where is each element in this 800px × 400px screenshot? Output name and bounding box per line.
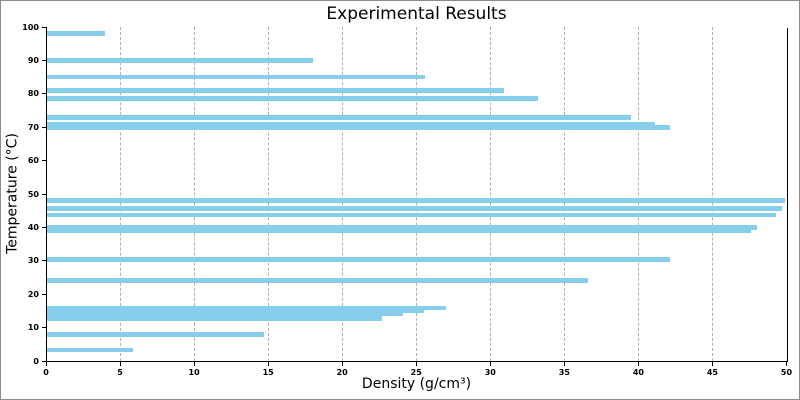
data-bar <box>46 311 403 317</box>
y-tick-label: 30 <box>27 256 39 266</box>
y-tick-label: 90 <box>27 55 39 65</box>
gridline-x-20 <box>342 27 344 361</box>
y-axis-line <box>46 27 48 362</box>
gridline-x-15 <box>268 27 270 361</box>
data-bar <box>46 315 383 321</box>
x-tick-label: 0 <box>43 368 49 377</box>
x-tick-label: 35 <box>558 368 570 377</box>
y-tick-label: 80 <box>27 89 39 99</box>
y-tick-label: 50 <box>27 189 39 199</box>
data-bar <box>46 198 786 203</box>
y-tick-label: 0 <box>33 356 39 366</box>
y-tick-label: 60 <box>27 156 39 166</box>
y-tick-mark <box>41 126 46 128</box>
x-tick-mark <box>45 361 47 366</box>
data-bar <box>46 278 589 283</box>
y-tick-mark <box>41 226 46 229</box>
x-tick-mark <box>193 361 195 366</box>
x-tick-label: 50 <box>780 368 793 377</box>
data-bar <box>46 121 655 127</box>
y-tick-mark <box>41 59 46 62</box>
data-bar <box>46 228 751 234</box>
data-bar <box>46 31 106 36</box>
data-bar <box>46 305 446 311</box>
data-bar <box>46 206 783 211</box>
chart-title: Experimental Results <box>326 4 507 24</box>
gridline-x-40 <box>638 27 640 361</box>
gridline-x-45 <box>712 27 714 361</box>
y-tick-label: 100 <box>22 22 39 32</box>
x-tick-mark <box>786 361 788 366</box>
data-bar <box>46 257 670 262</box>
y-tick-mark <box>41 160 46 162</box>
gridline-x-10 <box>194 27 196 361</box>
x-tick-label: 20 <box>336 368 348 377</box>
y-tick-mark <box>41 26 46 28</box>
gridline-x-5 <box>120 27 122 361</box>
data-bar <box>46 124 670 130</box>
data-bar <box>46 225 757 230</box>
x-tick-label: 10 <box>188 368 200 377</box>
x-tick-mark <box>415 361 417 366</box>
x-tick-mark <box>341 361 343 366</box>
x-tick-mark <box>711 361 714 366</box>
x-tick-label: 45 <box>706 368 718 377</box>
data-bar <box>46 114 631 120</box>
y-tick-label: 20 <box>27 289 39 299</box>
x-tick-mark <box>637 361 640 366</box>
data-bar <box>46 88 504 93</box>
x-tick-mark <box>119 361 121 366</box>
x-tick-mark <box>563 361 566 366</box>
gridline-x-35 <box>564 27 566 361</box>
y-tick-label: 40 <box>27 222 39 232</box>
y-tick-mark <box>41 93 46 95</box>
gridline-x-25 <box>416 27 418 361</box>
data-bar <box>46 58 313 63</box>
data-bar <box>46 347 134 353</box>
y-tick-mark <box>41 293 46 295</box>
data-bar <box>46 212 777 218</box>
data-bar <box>46 308 424 314</box>
gridline-x-30 <box>490 27 492 361</box>
x-tick-label: 40 <box>632 368 644 377</box>
x-tick-mark <box>267 361 269 366</box>
x-tick-label: 15 <box>262 368 274 377</box>
x-tick-label: 30 <box>484 368 496 377</box>
y-tick-mark <box>41 260 46 262</box>
y-tick-label: 10 <box>27 323 39 333</box>
data-bar <box>46 74 426 80</box>
data-bar <box>46 96 538 102</box>
x-tick-label: 25 <box>410 368 422 377</box>
x-tick-mark <box>489 361 491 366</box>
x-axis-label: Density (g/cm³) <box>361 376 472 392</box>
y-tick-mark <box>41 360 46 362</box>
right-spine <box>786 28 788 362</box>
y-tick-mark <box>41 327 46 329</box>
x-tick-label: 5 <box>117 368 123 377</box>
data-bar <box>46 331 264 337</box>
y-tick-label: 70 <box>27 122 39 132</box>
y-tick-mark <box>41 193 46 195</box>
